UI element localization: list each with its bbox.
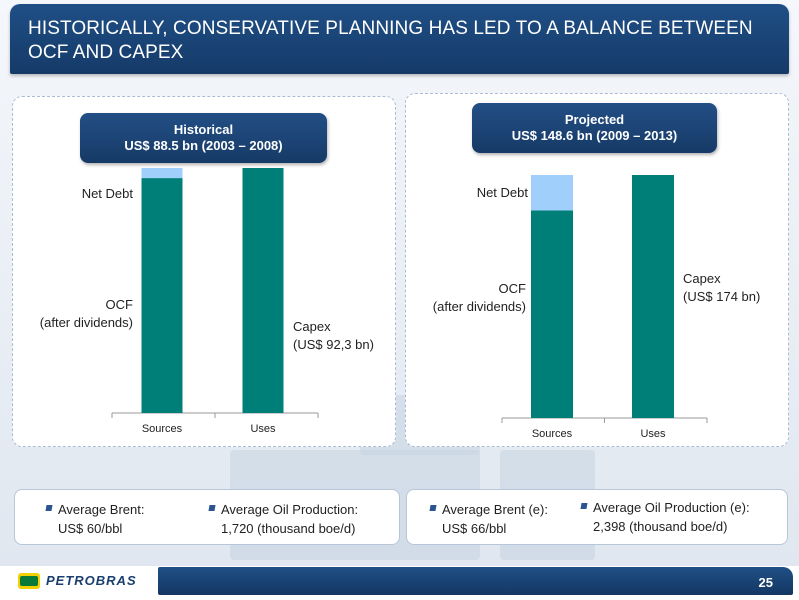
avg-brent-label: Average Brent:: [58, 502, 145, 517]
net-debt-label: Net Debt: [81, 186, 133, 201]
projected-header-line1: Projected: [564, 112, 625, 127]
avg-brent-value: US$ 66/bbl: [442, 521, 507, 536]
historical-header: Historical US$ 88.5 bn (2003 – 2008): [80, 113, 327, 163]
projected-header: Projected US$ 148.6 bn (2009 – 2013): [472, 103, 717, 153]
historical-header-line2: US$ 88.5 bn (2003 – 2008): [124, 138, 283, 153]
projected-assumptions-box: [406, 489, 788, 545]
ocf-label-sub: (after dividends): [39, 315, 133, 330]
ocf-label-sub: (after dividends): [432, 299, 526, 314]
capex-bar: [632, 175, 674, 418]
capex-label-sub: (US$ 92,3 bn): [293, 337, 374, 352]
capex-label: Capex: [683, 271, 721, 286]
net-debt-bar-segment: [141, 168, 183, 179]
title-bar: HISTORICALLY, CONSERVATIVE PLANNING HAS …: [10, 4, 789, 74]
logo-text: PETROBRAS: [46, 573, 137, 588]
avg-production-label: Average Oil Production:: [221, 502, 359, 517]
ocf-bar-segment: [141, 178, 183, 413]
page-number: 25: [758, 575, 773, 590]
capex-bar: [242, 168, 284, 413]
square-bullet-icon: [208, 505, 216, 511]
historical-header-line1: Historical: [173, 122, 234, 137]
avg-production-label: Average Oil Production (e):: [593, 500, 750, 515]
square-bullet-icon: [429, 505, 437, 511]
ocf-bar-segment: [531, 210, 573, 418]
avg-production-item: Average Oil Production (e):: [580, 498, 750, 517]
avg-brent-item: Average Brent (e):: [429, 500, 548, 519]
historical-assumptions-box: [14, 489, 400, 545]
capex-label-sub: (US$ 174 bn): [683, 289, 761, 304]
projected-header-line2: US$ 148.6 bn (2009 – 2013): [511, 128, 678, 143]
avg-production-item: Average Oil Production:: [208, 500, 359, 519]
avg-brent-item: Average Brent:: [45, 500, 145, 519]
avg-brent-label: Average Brent (e):: [442, 502, 548, 517]
square-bullet-icon: [45, 505, 53, 511]
capex-label: Capex: [293, 319, 331, 334]
footer-bar: 25: [158, 567, 793, 595]
page-title: HISTORICALLY, CONSERVATIVE PLANNING HAS …: [28, 18, 753, 63]
petrobras-br-logo-icon: [18, 573, 40, 589]
net-debt-bar-segment: [531, 175, 573, 211]
square-bullet-icon: [580, 503, 588, 509]
ocf-label: OCF: [498, 281, 526, 296]
category-tick-label: Uses: [640, 428, 666, 440]
avg-brent-value: US$ 60/bbl: [58, 521, 123, 536]
net-debt-label: Net Debt: [476, 185, 528, 200]
category-tick-label: Sources: [532, 428, 573, 440]
category-tick-label: Uses: [250, 423, 276, 435]
category-tick-label: Sources: [142, 423, 183, 435]
ocf-label: OCF: [105, 297, 133, 312]
petrobras-logo: PETROBRAS: [14, 570, 154, 592]
avg-production-value: 2,398 (thousand boe/d): [593, 519, 728, 534]
avg-production-value: 1,720 (thousand boe/d): [221, 521, 356, 536]
